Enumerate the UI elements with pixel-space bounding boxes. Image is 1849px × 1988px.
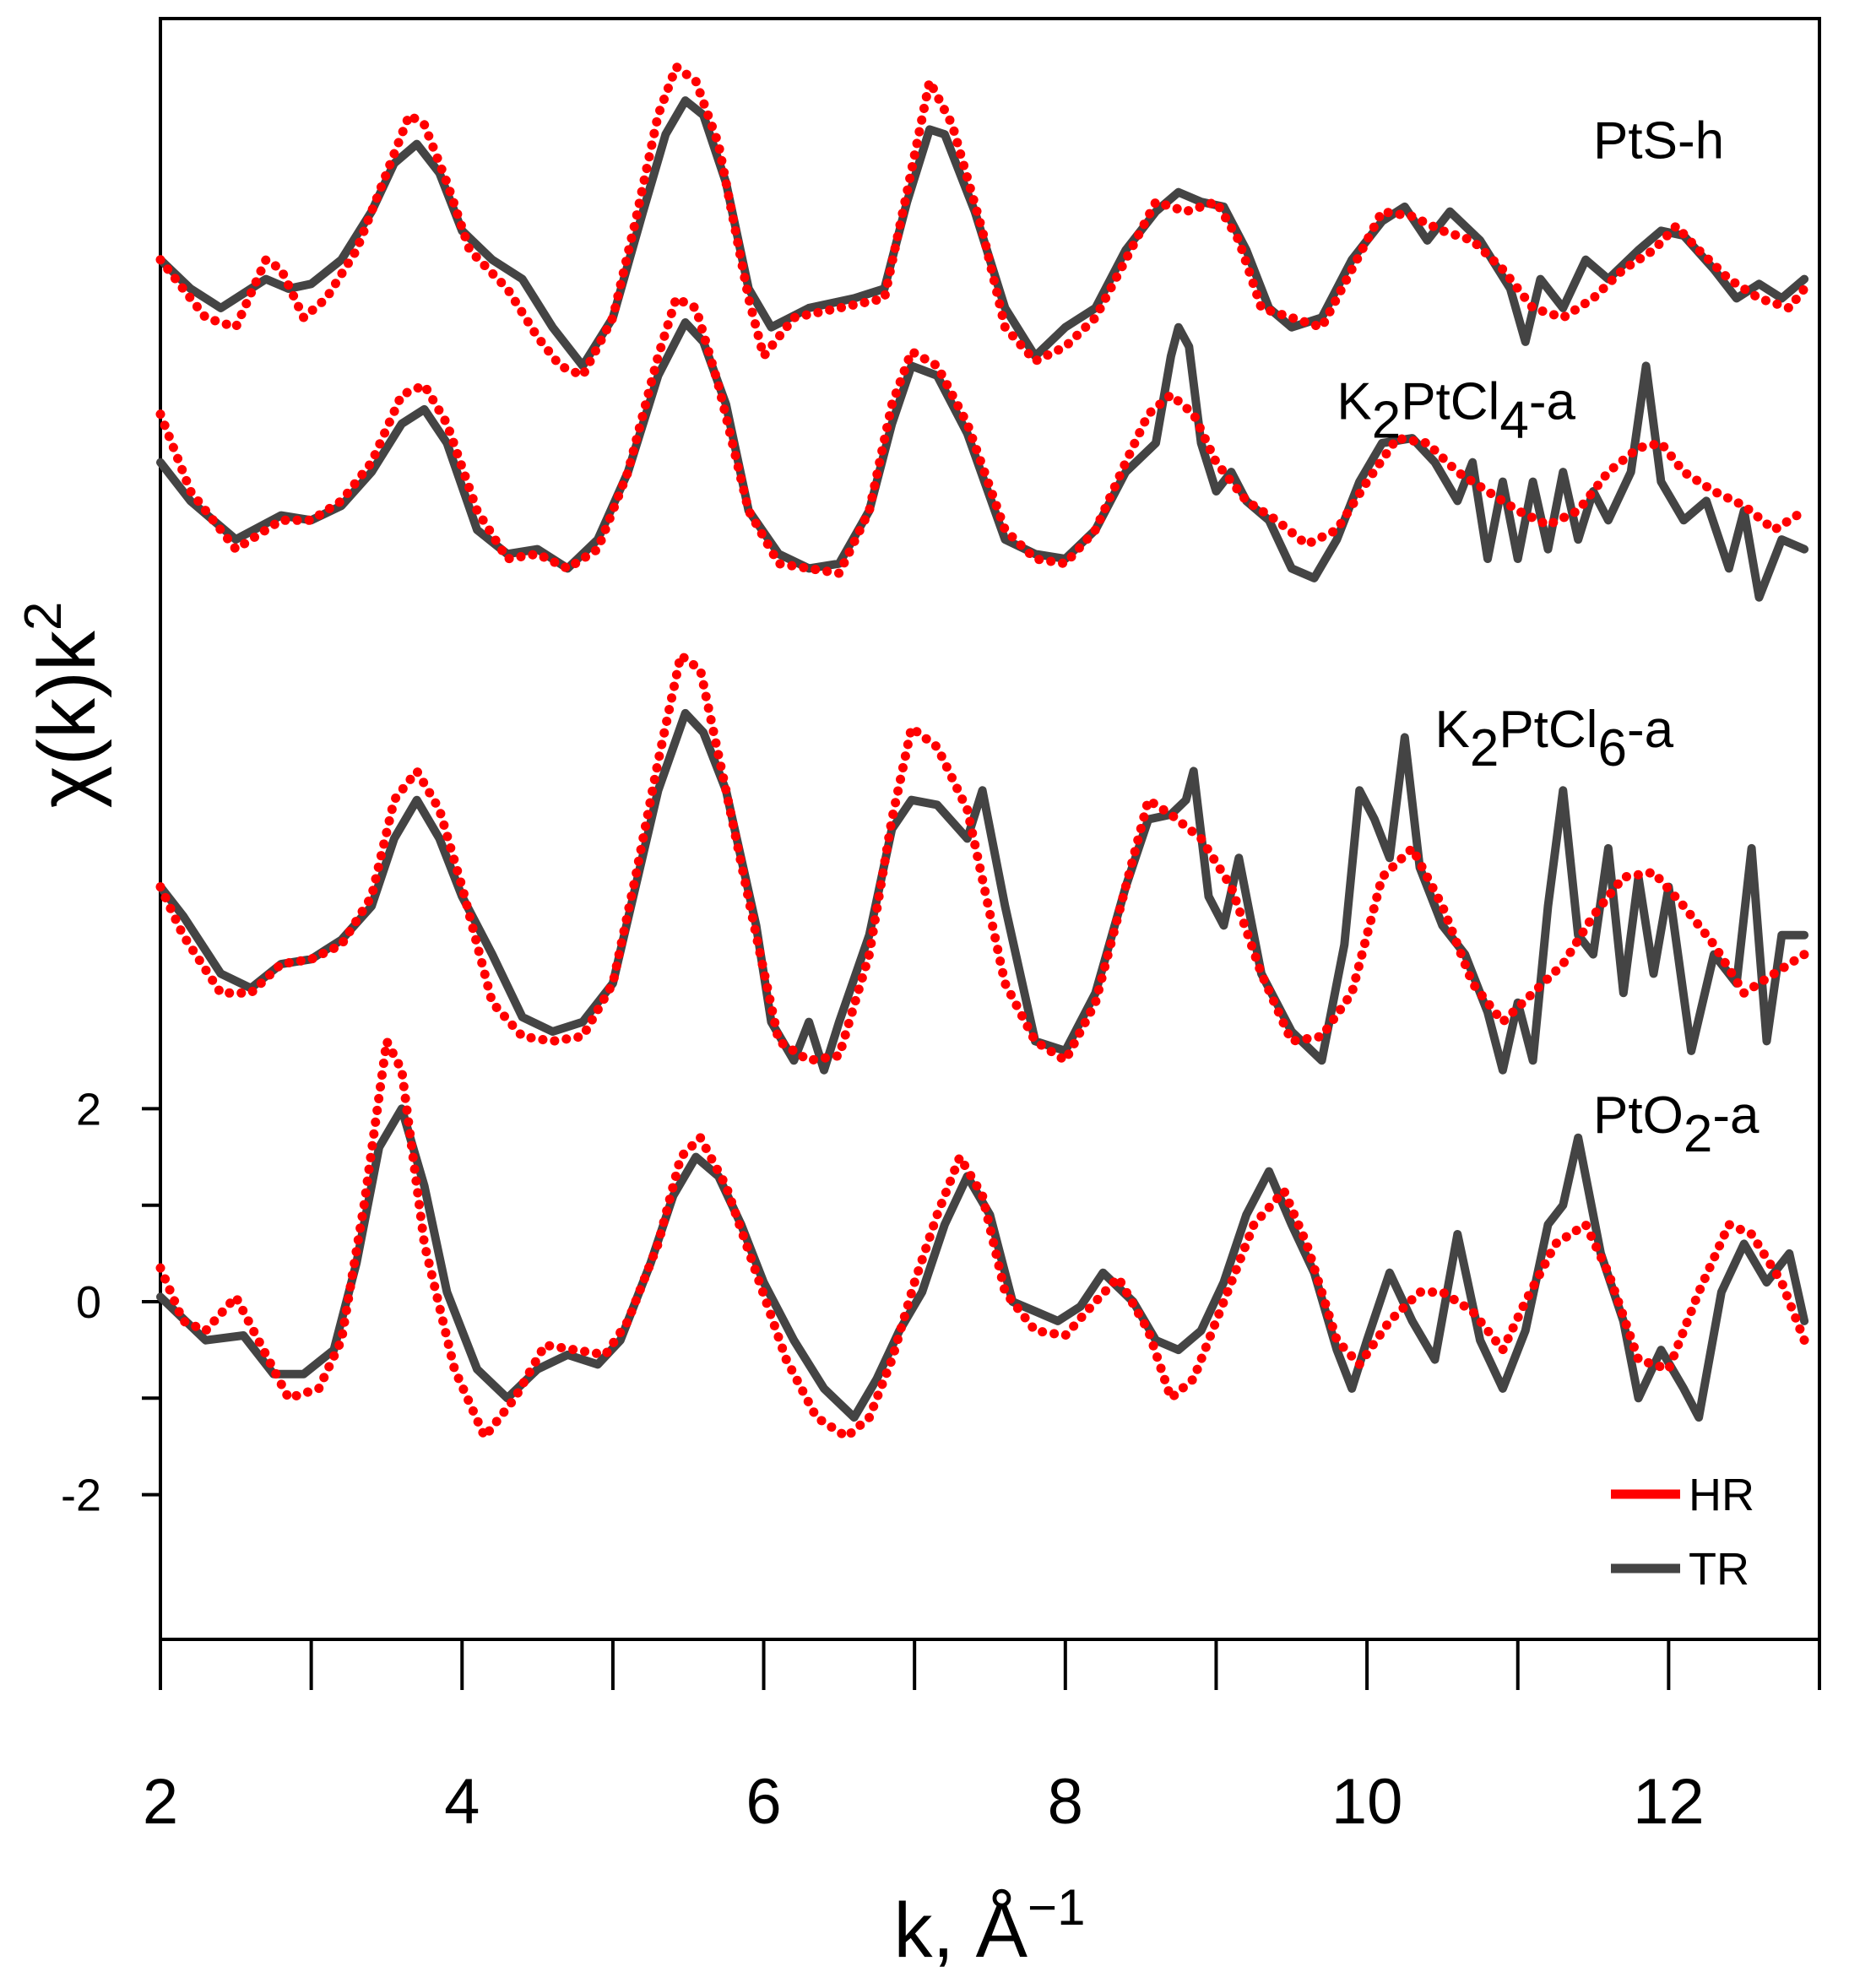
panel-label-part: -a bbox=[1529, 372, 1576, 431]
x-tick-label: 10 bbox=[1331, 1766, 1403, 1838]
y-axis-title: χ(k)k2 bbox=[14, 602, 112, 809]
panel-label-1: K2PtCl4-a bbox=[1337, 372, 1575, 449]
series-hr-0 bbox=[155, 59, 1809, 382]
axis-tick-labels: 2 4 6 8 10 12 -2 0 2 bbox=[61, 1084, 1705, 1838]
series-group bbox=[155, 59, 1809, 1446]
x-tick-label: 12 bbox=[1633, 1766, 1705, 1838]
y-tick-label: 0 bbox=[76, 1277, 101, 1328]
x-tick-label: 4 bbox=[444, 1766, 480, 1838]
x-tick-label: 6 bbox=[746, 1766, 781, 1838]
panel-label-part: 6 bbox=[1597, 719, 1626, 777]
panel-label-part: 2 bbox=[1372, 391, 1401, 449]
series-hr-1 bbox=[155, 291, 1809, 579]
panel-label-part: 2 bbox=[1684, 1105, 1712, 1163]
panel-label-part: K bbox=[1337, 372, 1371, 431]
panel-label-part: K bbox=[1434, 701, 1469, 759]
x-axis-title: k, Å−1 bbox=[894, 1879, 1086, 1974]
legend-label-hr: HR bbox=[1689, 1470, 1754, 1520]
panel-label-part: PtO bbox=[1593, 1086, 1684, 1145]
panel-label-part: PtCl bbox=[1499, 701, 1597, 759]
y-tick-label: -2 bbox=[61, 1471, 101, 1521]
panel-label-part: 4 bbox=[1499, 391, 1528, 449]
panel-label-part: -a bbox=[1712, 1086, 1760, 1145]
panel-label-3: PtO2-a bbox=[1593, 1086, 1760, 1163]
panel-label-0: PtS-h bbox=[1593, 112, 1724, 171]
series-tr-1 bbox=[156, 318, 1809, 602]
y-axis-title-superscript: 2 bbox=[14, 602, 73, 631]
y-tick-label: 2 bbox=[76, 1084, 101, 1135]
panel-label-2: K2PtCl6-a bbox=[1434, 701, 1673, 777]
x-tick-label: 2 bbox=[143, 1766, 178, 1838]
series-tr-0 bbox=[156, 96, 1809, 371]
series-hr-3 bbox=[155, 1026, 1809, 1446]
series-hr-2 bbox=[155, 647, 1809, 1068]
panel-label-part: PtS-h bbox=[1593, 112, 1724, 171]
axis-ticks bbox=[142, 1107, 1821, 1690]
panel-label-part: -a bbox=[1627, 701, 1674, 759]
y-axis-title-text: χ(k)k bbox=[22, 630, 112, 808]
legend: HR TR bbox=[1611, 1470, 1754, 1595]
legend-label-tr: TR bbox=[1689, 1544, 1749, 1595]
x-axis-title-superscript: −1 bbox=[1028, 1879, 1085, 1936]
x-tick-label: 8 bbox=[1048, 1766, 1083, 1838]
x-axis-title-text: k, Å bbox=[894, 1888, 1028, 1974]
panel-label-part: PtCl bbox=[1401, 372, 1499, 431]
series-tr-3 bbox=[156, 1104, 1809, 1422]
panel-label-part: 2 bbox=[1470, 719, 1499, 777]
